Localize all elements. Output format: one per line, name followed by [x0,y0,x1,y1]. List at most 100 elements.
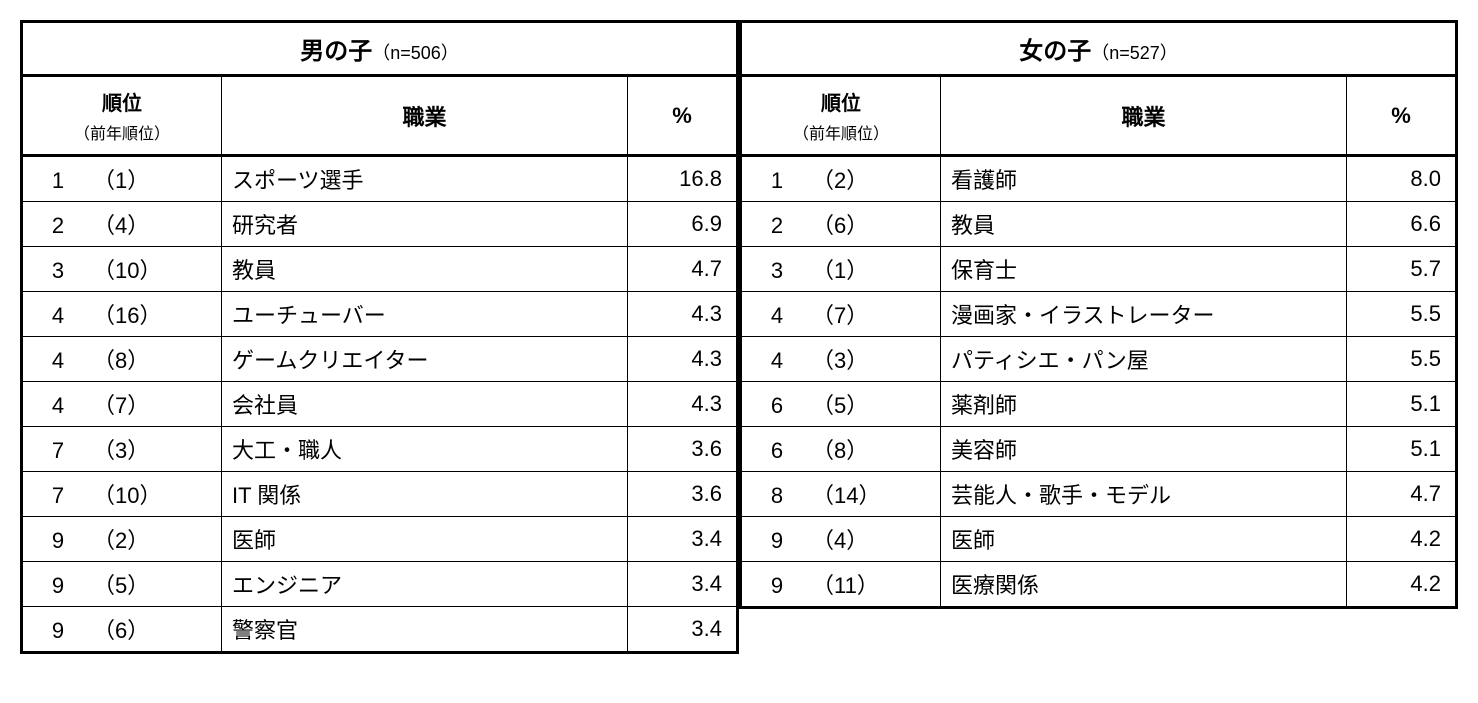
occupation-cell: 医療関係 [941,562,1347,608]
rank-cell: 2 （4） [22,202,222,247]
boys-tbody: 1（1）スポーツ選手16.82（4）研究者6.93（10）教員4.74（16）ユ… [22,156,738,653]
prev-rank-label: （前年順位） [27,120,217,144]
percent-cell: 4.2 [1347,517,1457,562]
rank-cell: 1 （2） [741,156,941,202]
prev-rank: （7） [812,298,868,330]
table-row: 4（8）ゲームクリエイター4.3 [22,337,738,382]
prev-rank: （8） [93,343,149,375]
table-row: 4（16）ユーチューバー4.3 [22,292,738,337]
rank-number: 6 [762,393,792,419]
girls-percent-header: % [1347,76,1457,156]
rank-number: 1 [762,168,792,194]
rank-cell: 9（4） [741,517,941,562]
occupation-cell: パティシエ・パン屋 [941,337,1347,382]
occupation-cell: ユーチューバー [222,292,628,337]
table-row: 7（10）IT 関係3.6 [22,472,738,517]
table-row: 7（3）大工・職人3.6 [22,427,738,472]
rank-number: 4 [762,348,792,374]
rank-number: 8 [762,483,792,509]
percent-cell: 4.7 [1347,472,1457,517]
prev-rank: （1） [812,253,868,285]
prev-rank: （5） [812,388,868,420]
rank-number: 1 [43,168,73,194]
rank-number: 9 [43,573,73,599]
girls-table-wrapper: 女の子（n=527） 順位 （前年順位） 職業 % 1（2）看護師8.02（6）… [739,20,1458,654]
occupation-cell: 教員 [941,202,1347,247]
prev-rank: （14） [812,478,880,510]
rank-cell: 4 （16） [22,292,222,337]
rank-label: 順位 [821,93,861,115]
girls-group-header: 女の子（n=527） [741,22,1457,76]
boys-group-header: 男の子（n=506） [22,22,738,76]
percent-cell: 6.6 [1347,202,1457,247]
table-row: 4 （3） パティシエ・パン屋5.5 [741,337,1457,382]
boys-title: 男の子 [300,38,372,65]
occupation-cell: 看護師 [941,156,1347,202]
rank-number: 3 [762,258,792,284]
prev-rank: （10） [93,253,161,285]
occupation-cell: 研究者 [222,202,628,247]
table-row: 2 （4） 研究者6.9 [22,202,738,247]
occupation-cell: 警察官 [222,607,628,653]
rank-cell: 4（7） [22,382,222,427]
percent-cell: 5.5 [1347,337,1457,382]
girls-title: 女の子 [1019,38,1091,65]
prev-rank: （7） [93,388,149,420]
rank-cell: 1 （1） [22,156,222,202]
prev-rank: （2） [812,163,868,195]
table-row: 6（8）美容師5.1 [741,427,1457,472]
rank-number: 7 [43,438,73,464]
prev-rank: （3） [812,343,868,375]
prev-rank: （6） [812,208,868,240]
rank-cell: 7（3） [22,427,222,472]
prev-rank: （1） [93,163,149,195]
prev-rank: （6） [93,613,149,645]
percent-cell: 6.9 [628,202,738,247]
rank-number: 2 [43,213,73,239]
occupation-cell: 薬剤師 [941,382,1347,427]
rank-number: 4 [762,303,792,329]
rank-cell: 6（8） [741,427,941,472]
girls-table: 女の子（n=527） 順位 （前年順位） 職業 % 1（2）看護師8.02（6）… [739,20,1458,609]
percent-cell: 5.7 [1347,247,1457,292]
occupation-cell: 教員 [222,247,628,292]
rank-number: 4 [43,303,73,329]
rank-cell: 9 （6） [22,607,222,653]
table-row: 9（11）医療関係4.2 [741,562,1457,608]
percent-cell: 3.6 [628,427,738,472]
percent-cell: 3.6 [628,472,738,517]
boys-table: 男の子（n=506） 順位 （前年順位） 職業 % 1（1）スポーツ選手16.8… [20,20,739,654]
percent-cell: 5.1 [1347,382,1457,427]
table-row: 8（14）芸能人・歌手・モデル4.7 [741,472,1457,517]
girls-rank-header: 順位 （前年順位） [741,76,941,156]
table-row: 3（1）保育士5.7 [741,247,1457,292]
table-row: 6 （5） 薬剤師5.1 [741,382,1457,427]
table-row: 1（2）看護師8.0 [741,156,1457,202]
percent-cell: 4.2 [1347,562,1457,608]
rank-cell: 4 （3） [741,337,941,382]
boys-rank-header: 順位 （前年順位） [22,76,222,156]
percent-cell: 16.8 [628,156,738,202]
table-row: 9（2）医師3.4 [22,517,738,562]
prev-rank: （4） [93,208,149,240]
rank-number: 9 [43,528,73,554]
percent-cell: 4.3 [628,382,738,427]
percent-cell: 5.1 [1347,427,1457,472]
prev-rank-label: （前年順位） [746,120,936,144]
girls-n-label: （n=527） [1091,43,1178,63]
girls-tbody: 1（2）看護師8.02（6）教員6.63（1）保育士5.74（7）漫画家・イラス… [741,156,1457,608]
table-row: 9（4）医師4.2 [741,517,1457,562]
rank-cell: 9 （5） [22,562,222,607]
rank-number: 9 [762,528,792,554]
table-row: 9 （6） 警察官3.4 [22,607,738,653]
occupation-cell: 医師 [941,517,1347,562]
prev-rank: （16） [93,298,161,330]
prev-rank: （5） [93,568,149,600]
rank-number: 9 [43,618,73,644]
boys-percent-header: % [628,76,738,156]
percent-cell: 3.4 [628,607,738,653]
percent-cell: 4.3 [628,337,738,382]
percent-cell: 3.4 [628,562,738,607]
rank-cell: 2（6） [741,202,941,247]
prev-rank: （8） [812,433,868,465]
